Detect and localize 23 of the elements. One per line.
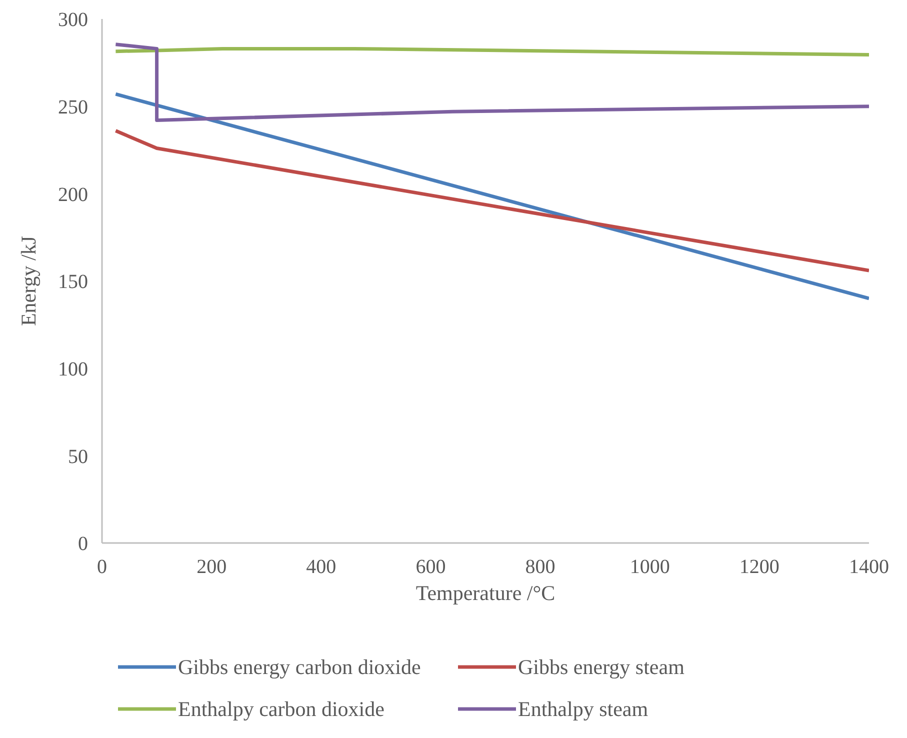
line-series xyxy=(114,46,869,57)
y-tick-label: 300 xyxy=(58,9,88,32)
x-tick-label: 800 xyxy=(525,556,556,578)
y-tick-label: 100 xyxy=(58,358,88,380)
x-axis-title: Temperature /°C xyxy=(416,581,556,605)
y-tick-label: 150 xyxy=(58,271,88,294)
y-axis-title: Energy /kJ xyxy=(16,236,40,326)
x-tick-label: 600 xyxy=(416,556,446,578)
line-series xyxy=(114,42,869,122)
y-tick-label: 50 xyxy=(68,446,88,468)
x-tick-label: 400 xyxy=(306,556,336,578)
y-tick-label: 200 xyxy=(58,184,88,206)
y-tick-label: 250 xyxy=(58,96,88,118)
y-tick-label: 0 xyxy=(78,533,88,556)
x-tick-label: 1000 xyxy=(630,556,670,578)
legend-label: Gibbs energy steam xyxy=(518,654,684,680)
legend-label: Enthalpy carbon dioxide xyxy=(178,696,384,722)
legend-label: Enthalpy steam xyxy=(518,696,648,722)
legend-label: Gibbs energy carbon dioxide xyxy=(178,654,421,680)
x-tick-label: 1400 xyxy=(849,556,889,578)
x-tick-label: 0 xyxy=(97,556,107,578)
x-tick-label: 200 xyxy=(196,556,227,578)
x-tick-label: 1200 xyxy=(739,556,780,578)
